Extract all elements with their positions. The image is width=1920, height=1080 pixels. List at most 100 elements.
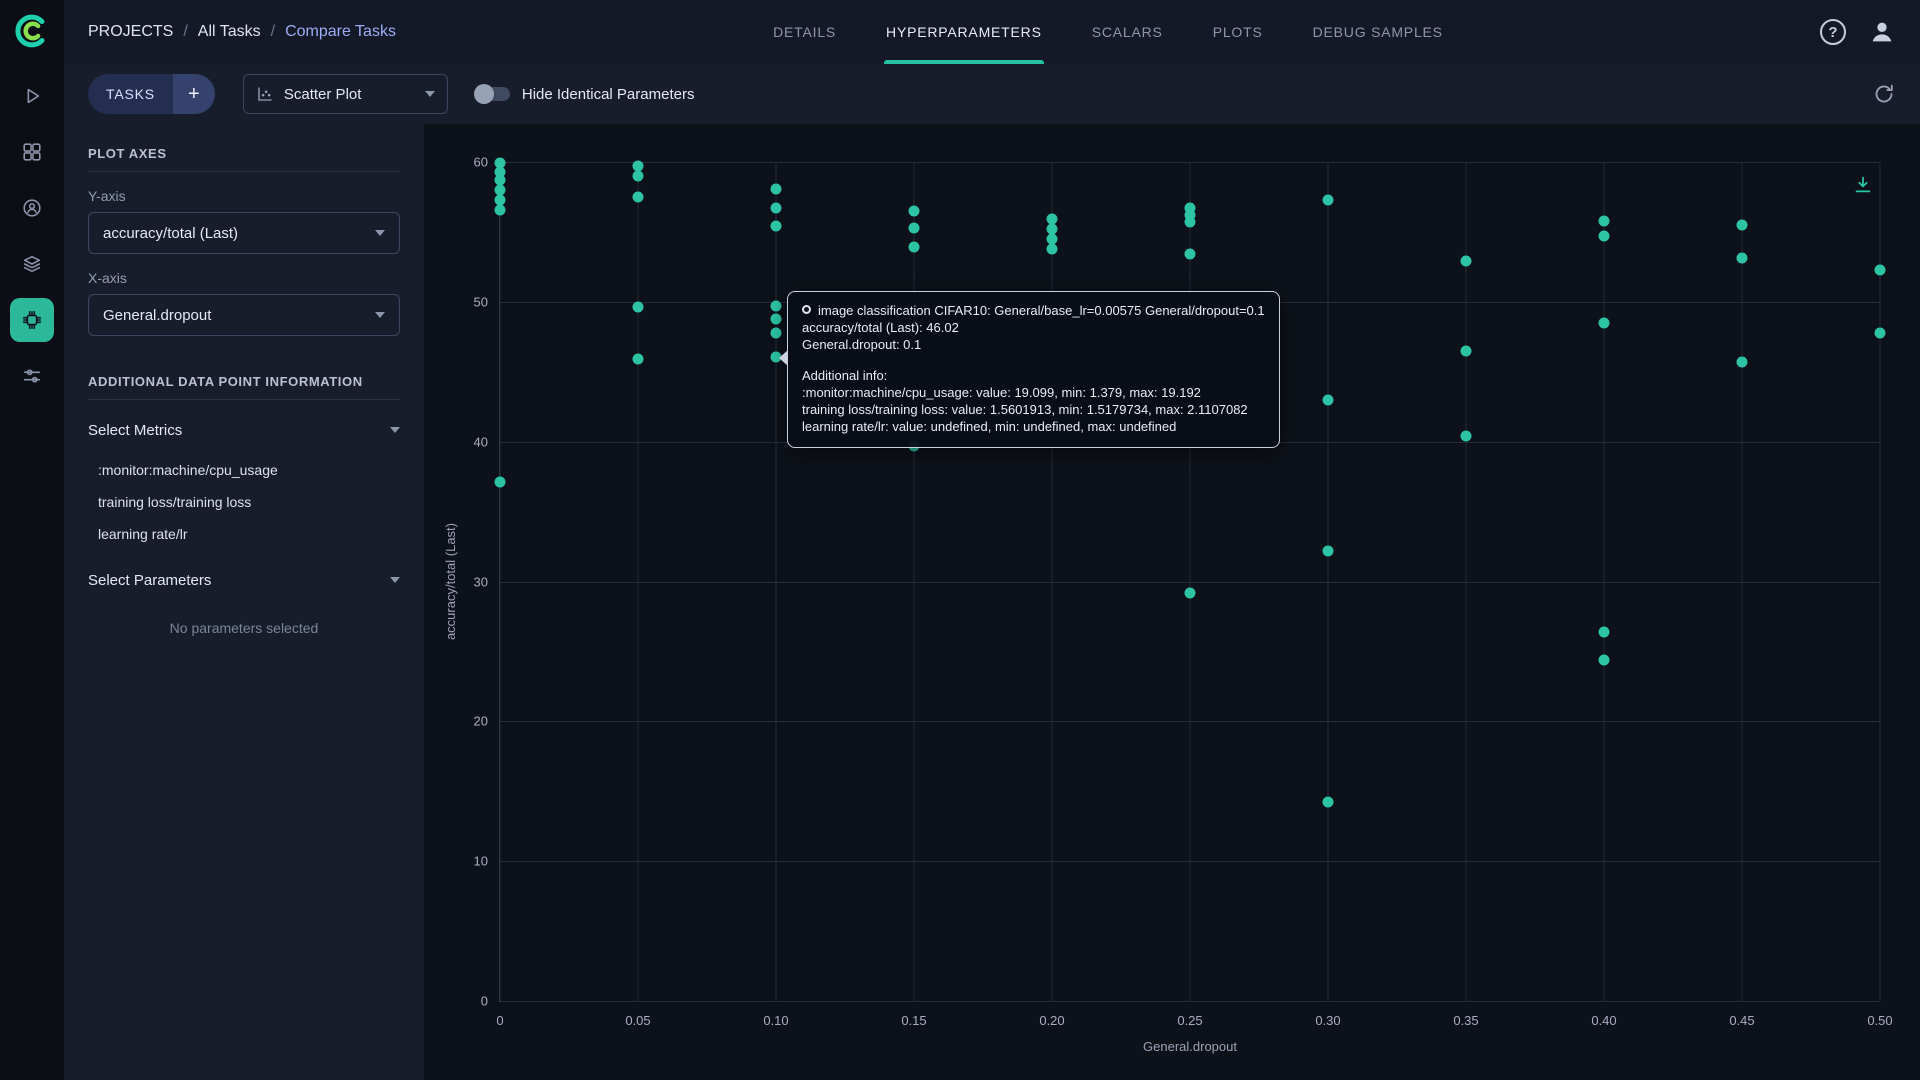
scatter-point[interactable]	[1736, 252, 1748, 264]
scatter-point[interactable]	[1322, 545, 1334, 557]
nav-rail	[0, 0, 64, 1080]
scatter-point[interactable]	[1184, 209, 1196, 221]
scatter-point[interactable]	[494, 157, 506, 169]
scatter-point[interactable]	[1736, 356, 1748, 368]
scatter-point[interactable]	[908, 205, 920, 217]
projects-icon[interactable]	[10, 130, 54, 174]
tab-bar: DETAILS HYPERPARAMETERS SCALARS PLOTS DE…	[396, 0, 1820, 64]
select-parameters-dropdown[interactable]: Select Parameters	[88, 558, 400, 602]
add-task-button[interactable]: +	[172, 74, 215, 114]
plot-region[interactable]: accuracy/total (Last) General.dropout im…	[443, 155, 1893, 1055]
scatter-point[interactable]	[1046, 213, 1058, 225]
y-tick-label: 10	[473, 853, 488, 869]
scatter-point[interactable]	[908, 222, 920, 234]
x-axis-select-value: General.dropout	[103, 306, 212, 324]
list-item: learning rate/lr	[98, 526, 188, 542]
scatter-point[interactable]	[1460, 345, 1472, 357]
scatter-point[interactable]	[1598, 215, 1610, 227]
y-axis-select[interactable]: accuracy/total (Last)	[88, 212, 400, 254]
select-metrics-dropdown[interactable]: Select Metrics	[88, 408, 400, 452]
tooltip-title: image classification CIFAR10: General/ba…	[818, 303, 1265, 319]
scatter-point[interactable]	[494, 174, 506, 186]
tooltip-metric-line: :monitor:machine/cpu_usage: value: 19.09…	[802, 385, 1201, 401]
scatter-point[interactable]	[494, 194, 506, 206]
scatter-point[interactable]	[770, 300, 782, 312]
x-tick-label: 0.10	[763, 1013, 789, 1028]
scatter-point[interactable]	[1598, 654, 1610, 666]
scatter-point[interactable]	[494, 166, 506, 178]
scatter-point[interactable]	[494, 204, 506, 216]
scatter-point[interactable]	[1598, 230, 1610, 242]
datasets-icon[interactable]	[10, 242, 54, 286]
scatter-point[interactable]	[1322, 194, 1334, 206]
scatter-point[interactable]	[1598, 626, 1610, 638]
list-item: :monitor:machine/cpu_usage	[98, 462, 278, 478]
tooltip-title-row: image classification CIFAR10: General/ba…	[802, 302, 1265, 319]
scatter-point[interactable]	[1046, 233, 1058, 245]
scatter-point[interactable]	[632, 353, 644, 365]
x-axis-select[interactable]: General.dropout	[88, 294, 400, 336]
download-plot-icon[interactable]	[1852, 174, 1874, 196]
scatter-point[interactable]	[632, 170, 644, 182]
tab-debug-samples[interactable]: DEBUG SAMPLES	[1312, 24, 1443, 40]
tasks-button[interactable]: TASKS +	[88, 74, 215, 114]
y-tick-label: 20	[473, 713, 488, 729]
gridline-horizontal	[500, 1001, 1880, 1002]
scatter-plot-area: accuracy/total (Last) General.dropout im…	[424, 124, 1920, 1080]
clearml-logo-icon[interactable]	[11, 10, 53, 52]
scatter-point[interactable]	[632, 301, 644, 313]
no-parameters-text: No parameters selected	[169, 620, 319, 636]
scatter-point[interactable]	[908, 241, 920, 253]
scatter-point[interactable]	[1184, 587, 1196, 599]
header-actions: ?	[1820, 18, 1896, 46]
auto-refresh-icon[interactable]	[1872, 82, 1896, 106]
tab-scalars[interactable]: SCALARS	[1091, 24, 1163, 40]
breadcrumb-all-tasks[interactable]: All Tasks	[197, 23, 261, 40]
scatter-point[interactable]	[1736, 219, 1748, 231]
scatter-point[interactable]	[1184, 202, 1196, 214]
scatter-point[interactable]	[1046, 223, 1058, 235]
scatter-point[interactable]	[494, 476, 506, 488]
scatter-point[interactable]	[770, 313, 782, 325]
tasks-button-label[interactable]: TASKS	[88, 74, 173, 114]
scatter-point[interactable]	[1460, 430, 1472, 442]
gridline-horizontal	[500, 861, 1880, 863]
breadcrumb-projects[interactable]: PROJECTS	[88, 23, 174, 40]
scatter-point[interactable]	[1460, 255, 1472, 267]
scatter-point[interactable]	[1184, 248, 1196, 260]
scatter-point[interactable]	[770, 202, 782, 214]
scatter-point[interactable]	[632, 160, 644, 172]
tab-details[interactable]: DETAILS	[773, 24, 837, 40]
scatter-point[interactable]	[494, 184, 506, 196]
y-tick-label: 0	[480, 993, 488, 1009]
user-avatar-icon[interactable]	[1868, 18, 1896, 46]
scatter-point[interactable]	[770, 220, 782, 232]
scatter-point[interactable]	[1322, 394, 1334, 406]
pipelines-icon[interactable]	[10, 354, 54, 398]
tab-plots[interactable]: PLOTS	[1212, 24, 1263, 40]
chevron-down-icon	[424, 91, 435, 97]
help-icon[interactable]: ?	[1820, 19, 1846, 45]
scatter-point[interactable]	[1874, 327, 1886, 339]
select-metrics-label: Select Metrics	[88, 421, 183, 439]
scatter-point[interactable]	[1598, 317, 1610, 329]
compare-toolbar: TASKS + Scatter Plot Hide Identical Para…	[64, 64, 1920, 124]
y-tick-label: 30	[473, 574, 488, 589]
workers-icon[interactable]	[10, 186, 54, 230]
scatter-point[interactable]	[770, 327, 782, 339]
scatter-point[interactable]	[1046, 243, 1058, 255]
plot-axes-heading: PLOT AXES	[88, 146, 400, 172]
experiments-icon[interactable]	[10, 298, 54, 342]
scatter-point[interactable]	[1874, 264, 1886, 276]
plot-type-select[interactable]: Scatter Plot	[242, 74, 448, 114]
tab-hyperparameters[interactable]: HYPERPARAMETERS	[884, 0, 1044, 64]
tooltip-metric-line: learning rate/lr: value: undefined, min:…	[802, 419, 1177, 435]
scatter-point[interactable]	[632, 191, 644, 203]
dashboard-icon[interactable]	[10, 74, 54, 118]
x-axis-title: General.dropout	[1143, 1039, 1237, 1054]
scatter-point[interactable]	[1184, 216, 1196, 228]
scatter-point[interactable]	[770, 183, 782, 195]
hide-identical-toggle[interactable]	[473, 84, 510, 104]
scatter-point[interactable]	[1322, 796, 1334, 808]
scatter-point[interactable]	[770, 351, 782, 363]
